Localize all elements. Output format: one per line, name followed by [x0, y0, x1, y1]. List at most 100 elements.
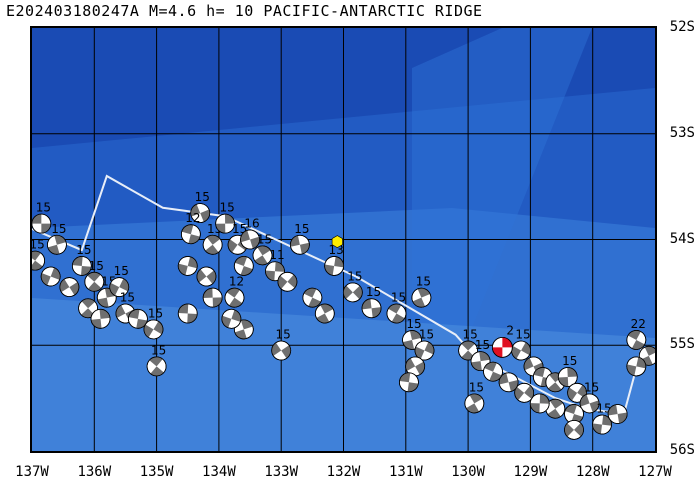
mechanism-depth-label: 22 — [631, 317, 646, 331]
focal-mechanism — [177, 256, 198, 276]
focal-mechanism — [84, 271, 105, 292]
mechanism-depth-label: 15 — [347, 269, 362, 283]
longitude-label: 136W — [77, 464, 112, 480]
longitude-label: 131W — [388, 464, 423, 480]
latitude-label: 55S — [669, 336, 695, 353]
longitude-label: 132W — [326, 464, 361, 480]
longitude-label: 130W — [451, 464, 485, 480]
current-event[interactable]: 2 — [491, 323, 514, 358]
focal-mechanism — [411, 287, 432, 308]
latitude-label: 56S — [669, 442, 695, 458]
focal-mechanism — [579, 393, 600, 414]
longitude-label: 128W — [575, 464, 610, 480]
ocean-ridge-band — [412, 28, 592, 328]
grid-lines — [32, 28, 655, 451]
focal-mechanism — [215, 213, 236, 234]
focal-mechanism — [233, 256, 254, 276]
focal-mechanism — [592, 414, 612, 435]
focal-mechanism — [626, 356, 647, 377]
focal-mechanism — [190, 203, 211, 223]
mechanism-depth-label: 15 — [32, 238, 45, 252]
mechanism-depth-label: 15 — [120, 291, 135, 305]
focal-mechanism — [498, 372, 519, 393]
mechanism-depth-label: 15 — [76, 243, 91, 257]
focal-mechanism — [143, 319, 164, 340]
mechanism-depth-label: 15 — [462, 328, 477, 342]
focal-mechanism — [128, 308, 148, 329]
mechanism-depth-label: 15 — [366, 285, 381, 299]
focal-mechanism — [399, 372, 419, 393]
mechanism-depth-label: 11 — [269, 248, 284, 262]
mechanism-depth-label: 15 — [294, 222, 309, 236]
focal-mechanism — [314, 303, 335, 324]
focal-mechanism — [196, 266, 217, 287]
focal-mechanism — [109, 277, 130, 297]
focal-mechanism — [32, 250, 46, 271]
mechanism-depth-label: 15 — [276, 328, 291, 342]
map-frame[interactable]: 1515151515151515151512151515161511151315… — [30, 26, 657, 453]
focal-mechanism — [271, 340, 292, 361]
focal-mechanism — [529, 393, 550, 414]
focal-mechanism — [177, 303, 198, 324]
focal-mechanism — [342, 282, 363, 303]
mechanism-depth-label: 15 — [89, 259, 104, 273]
latitude-label: 54S — [669, 230, 695, 247]
focal-mechanism — [361, 298, 382, 319]
focal-mechanism — [414, 340, 435, 361]
focal-mechanism — [564, 419, 584, 440]
latitude-label: 52S — [669, 19, 695, 35]
focal-mechanism — [146, 356, 167, 377]
focal-mechanism — [511, 340, 531, 361]
mechanism-depth-label: 15 — [596, 402, 611, 416]
longitude-label: 135W — [139, 464, 174, 480]
focal-mechanism — [464, 393, 485, 414]
mechanism-depth-label: 15 — [584, 380, 599, 394]
longitude-label: 137W — [15, 464, 49, 480]
longitude-label: 129W — [513, 464, 548, 480]
focal-mechanism — [289, 234, 310, 255]
mechanism-depth-label: 13 — [329, 243, 344, 257]
longitude-label: 134W — [202, 464, 236, 480]
latitude-label: 53S — [669, 124, 695, 141]
mechanism-depth-label: 15 — [562, 354, 577, 368]
mechanism-depth-label: 15 — [151, 343, 166, 357]
focal-mechanism — [202, 287, 223, 308]
focal-mechanism — [90, 308, 111, 329]
mechanism-depth-label: 15 — [406, 317, 421, 331]
mechanism-depth-label: 15 — [219, 201, 234, 215]
mechanism-depth-label: 15 — [469, 380, 484, 394]
current-event-label: 2 — [506, 323, 514, 337]
focal-mechanism — [557, 367, 578, 387]
epicenter-hexagon[interactable] — [331, 235, 343, 248]
longitude-label: 127W — [638, 464, 672, 480]
current-event-mechanism — [491, 336, 513, 358]
focal-mechanism — [405, 356, 426, 377]
mechanism-depth-label: 15 — [475, 338, 490, 352]
mechanism-depth-label: 15 — [114, 264, 129, 278]
focal-mechanism — [202, 234, 223, 255]
mechanism-depth-label: 15 — [148, 306, 163, 320]
focal-mechanism — [32, 213, 52, 234]
focal-mechanism — [607, 404, 628, 424]
focal-mechanism — [302, 287, 323, 308]
focal-mechanism — [221, 308, 242, 329]
longitude-label: 133W — [264, 464, 299, 480]
focal-mechanisms: 1515151515151515151512151515161511151315… — [32, 190, 655, 440]
focal-mechanism — [626, 330, 647, 350]
focal-mechanism — [324, 256, 345, 276]
mechanism-depth-label: 15 — [419, 328, 434, 342]
focal-mechanism — [240, 229, 260, 250]
map-canvas[interactable]: 1515151515151515151512151515161511151315… — [32, 28, 655, 451]
focal-mechanism — [71, 256, 92, 276]
focal-mechanism — [59, 277, 80, 297]
focal-mechanism — [265, 261, 285, 282]
focal-mechanism — [252, 245, 273, 266]
focal-mechanism — [40, 266, 61, 287]
mechanism-depth-label: 15 — [36, 201, 51, 215]
mechanism-depth-label: 12 — [229, 275, 244, 289]
mechanism-depth-label: 15 — [515, 328, 530, 342]
epicenter-marker[interactable] — [331, 235, 343, 248]
focal-mechanism — [277, 271, 298, 292]
mechanism-depth-label: 15 — [416, 275, 431, 289]
focal-mechanism — [386, 303, 407, 324]
